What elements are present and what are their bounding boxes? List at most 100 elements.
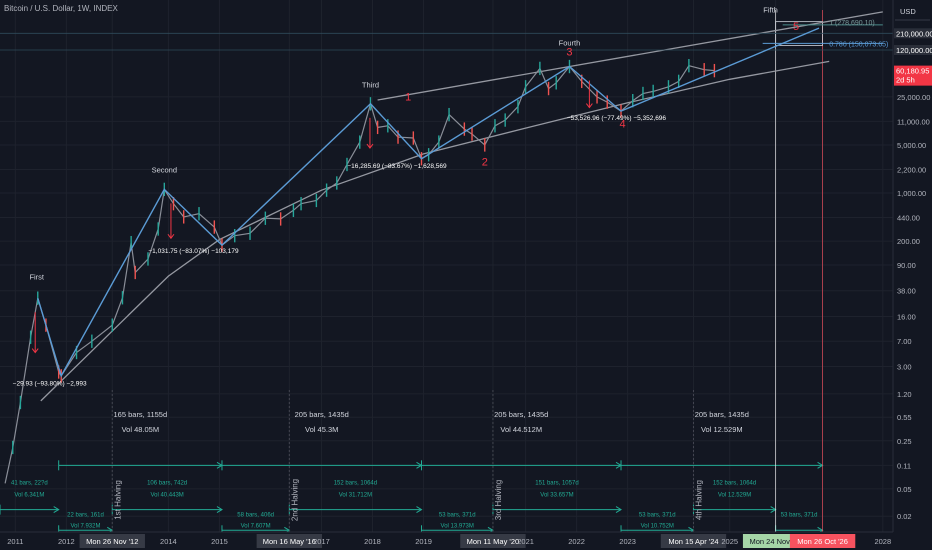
- time-tick: Mon 26 Oct '26: [797, 537, 848, 546]
- short-measure-volume: Vol 10.752M: [641, 523, 674, 529]
- drawdown-arrowhead: [31, 348, 39, 354]
- drawdown-label: −1,031.75 (−83.07%) −103,179: [148, 248, 239, 255]
- halving-measure-label: 41 bars, 22?d: [11, 481, 48, 487]
- price-tick: 5,000.00: [897, 141, 926, 150]
- halving-measure-label: 151 bars, 1057d: [535, 481, 578, 487]
- elliott-label: 3: [566, 46, 572, 58]
- time-tick: 2025: [721, 537, 738, 546]
- price-label-bg: [894, 65, 932, 86]
- price-tick: 1.20: [897, 390, 912, 399]
- price-tick: 90.00: [897, 261, 916, 270]
- channel-line: [40, 60, 830, 402]
- time-tick: 2028: [874, 537, 891, 546]
- halving-measure-volume: Vol 33.657M: [540, 493, 573, 499]
- short-measure-label: 53 bars, 371d: [439, 512, 476, 518]
- fib-level-label: 1 (278,690.10): [829, 20, 875, 27]
- halving-label: 1st Halving: [113, 480, 122, 520]
- time-tick-highlight: [660, 534, 727, 548]
- price-tick: 25,000.00: [897, 93, 930, 102]
- time-tick: 2012: [58, 537, 75, 546]
- price-label: 60,180.95: [896, 67, 929, 76]
- price-tick: 16.00: [897, 313, 916, 322]
- short-measure-volume: Vol 7.607M: [241, 523, 271, 529]
- drawdown-arrowhead: [366, 143, 374, 149]
- time-tick: Mon 26 Nov '12: [86, 537, 138, 546]
- price-tick: 200.00: [897, 237, 920, 246]
- drawdown-label: −29.93 (−93.80%) −2,993: [13, 380, 87, 387]
- time-tick: Mon 15 Apr '24: [668, 537, 718, 546]
- price-tick: 2,200.00: [897, 165, 926, 174]
- time-tick: 2018: [364, 537, 381, 546]
- time-tick: 2017: [313, 537, 330, 546]
- halving-measure-arrowhead: [216, 506, 223, 514]
- elliott-label: 2: [482, 157, 488, 169]
- trend-channel: [40, 11, 883, 402]
- time-tick-highlight: [79, 534, 145, 548]
- wave-label: First: [29, 273, 44, 282]
- drawdown-annotations: −29.93 (−93.80%) −2,993 −1,031.75 (−83.07…: [13, 80, 667, 387]
- elliott-label: 5: [793, 21, 799, 33]
- price-tick: 38.00: [897, 287, 916, 296]
- time-tick-highlight: [256, 534, 323, 548]
- price-tick: 7.00: [897, 337, 912, 346]
- short-measure-volume: Vol 13.973M: [441, 523, 474, 529]
- wave-label: Fourth: [559, 38, 581, 47]
- countdown-label: 2d 5h: [896, 76, 915, 85]
- price-label: 210,000.00: [896, 29, 932, 38]
- halving-measure-volume: Vol 31.712M: [339, 493, 372, 499]
- short-measure-label: 53 bars, 371d: [639, 512, 676, 518]
- time-tick: 2014: [160, 537, 177, 546]
- wave-label: Second: [152, 165, 177, 174]
- cycle-measure-label: 205 bars, 1435d: [494, 410, 548, 419]
- price-label-bg: [894, 28, 932, 39]
- cycle-measurements: 165 bars, 1155d Vol 48.05M 205 bars, 1435d…: [0, 410, 824, 536]
- wave-line: [37, 27, 820, 378]
- price-tick: 3.00: [897, 363, 912, 372]
- cycle-measure-label: 165 bars, 1155d: [114, 410, 168, 419]
- halving-markers: 1st Halving 2nd Halving 3rd Halving 4th Hal…: [111, 390, 703, 532]
- halving-label: 4th Halving: [694, 480, 703, 520]
- drawdown-arrowhead: [167, 233, 175, 240]
- short-measure-label: 58 bars, 406d: [237, 512, 274, 518]
- time-tick: Mon 24 Nov '25: [749, 537, 801, 546]
- fib-level-label: 0.786 (150,073.65): [829, 41, 888, 48]
- price-axis[interactable]: USD 0.02 0.05 0.11 0.25 0.55 1.20 3.00 7.00 16.00…: [892, 0, 932, 550]
- price-tick: 0.05: [897, 485, 912, 494]
- time-tick: Mon 16 May '16: [263, 537, 316, 546]
- time-tick-highlight: [460, 534, 526, 548]
- price-tick: 0.55: [897, 413, 912, 422]
- halving-measure-arrowhead: [53, 506, 60, 514]
- cycle-measure-volume: Vol 12.529M: [701, 425, 743, 434]
- halving-measure-label: 106 bars, 742d: [147, 481, 187, 487]
- fib-extension: 1 (278,690.10) 0.786 (150,073.65): [0, 20, 893, 51]
- wave-labels: First Second Third Fourth Fifth 1 2 3 4 5: [29, 6, 799, 282]
- price-label: 120,000.00: [896, 46, 932, 55]
- time-tick: Mon 11 May '20: [467, 537, 520, 546]
- price-tick: 0.02: [897, 512, 912, 521]
- drawdown-label: −53,526.96 (−77.49%) −5,352,696: [567, 115, 667, 122]
- elliott-label: 1: [405, 92, 411, 104]
- drawdown-label: −16,285.69 (−83.67%) −1,628,569: [347, 163, 447, 170]
- halving-label: 3rd Halving: [494, 480, 503, 520]
- time-tick: 2022: [568, 537, 585, 546]
- time-tick: 2015: [211, 537, 228, 546]
- short-measure-label: 53 bars, 371d: [781, 512, 818, 518]
- price-series: [4, 59, 716, 484]
- halving-measure-arrowhead: [615, 506, 622, 514]
- price-tick: 440.00: [897, 214, 920, 223]
- time-tick: 2019: [415, 537, 432, 546]
- time-axis[interactable]: 2011 2012 Mon 26 Nov '12 2014 2015 Mon 16 May…: [0, 531, 932, 550]
- time-tick: 2011: [7, 537, 23, 546]
- short-measure-label: 22 bars, 161d: [67, 512, 104, 518]
- halving-measure-label: 152 bars, 1064d: [334, 481, 377, 487]
- chart-title: Bitcoin / U.S. Dollar, 1W, INDEX: [4, 4, 118, 13]
- wave-label: Third: [362, 81, 379, 90]
- cycle-measure-label: 205 bars, 1435d: [695, 410, 749, 419]
- drawdown-arrowhead: [585, 103, 593, 109]
- halving-label: 2nd Halving: [290, 479, 299, 521]
- price-tick: 0.25: [897, 437, 912, 446]
- price-tick: 11,000.00: [897, 117, 930, 126]
- time-tick: 2023: [619, 537, 636, 546]
